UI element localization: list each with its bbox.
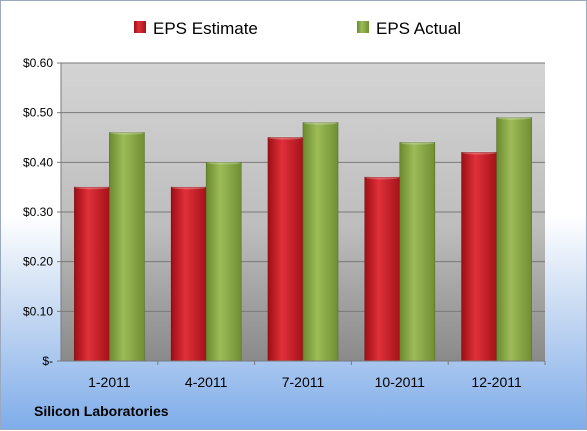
bar-eps-actual-highlight <box>303 121 338 125</box>
bar-eps-actual-highlight <box>497 116 532 120</box>
legend-label-estimate: EPS Estimate <box>153 19 258 38</box>
bar-eps-estimate-highlight <box>462 151 497 155</box>
bar-eps-estimate <box>74 186 110 362</box>
bar-eps-estimate-highlight <box>365 176 400 180</box>
company-label: Silicon Laboratories <box>34 403 169 419</box>
bar-eps-actual <box>302 122 339 362</box>
x-category-label: 12-2011 <box>471 374 522 390</box>
y-tick-label: $- <box>42 354 53 368</box>
y-tick-label: $0.40 <box>23 155 53 169</box>
legend-swatch-actual <box>357 21 369 33</box>
bar-eps-estimate <box>170 186 207 362</box>
bar-eps-estimate <box>267 137 304 362</box>
bar-eps-estimate <box>364 176 401 362</box>
bar-eps-actual-highlight <box>109 131 144 135</box>
y-tick-label: $0.10 <box>23 304 53 318</box>
bars <box>74 116 532 362</box>
y-tick-label: $0.30 <box>23 205 53 219</box>
y-tick-label: $0.50 <box>23 106 53 120</box>
bar-eps-actual <box>496 117 532 362</box>
x-category-label: 1-2011 <box>88 374 131 390</box>
bar-eps-actual <box>109 132 145 362</box>
bar-eps-actual <box>399 142 436 362</box>
bar-eps-estimate-highlight <box>268 136 303 140</box>
x-category-label: 4-2011 <box>185 374 228 390</box>
x-category-label: 10-2011 <box>375 374 426 390</box>
bar-eps-actual-highlight <box>400 141 435 145</box>
x-category-label: 7-2011 <box>282 374 325 390</box>
bar-eps-actual-highlight <box>206 161 241 165</box>
legend-label-actual: EPS Actual <box>376 19 461 38</box>
axes: $- $0.10 $0.20 $0.30 $0.40 $0.50 $0.60 1-2011 4-… <box>23 56 546 390</box>
y-tick-label: $0.60 <box>23 56 53 70</box>
bar-eps-estimate-highlight <box>74 186 109 190</box>
bar-eps-estimate-highlight <box>171 186 206 190</box>
bar-eps-estimate <box>461 152 497 362</box>
bar-eps-actual <box>205 162 242 362</box>
legend: EPS Estimate EPS Actual <box>134 19 461 38</box>
legend-swatch-estimate <box>134 21 146 33</box>
y-tick-label: $0.20 <box>23 255 53 269</box>
